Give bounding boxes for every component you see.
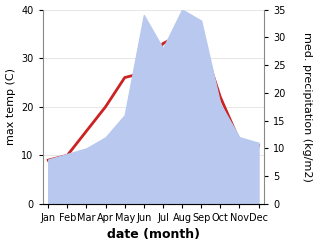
Y-axis label: med. precipitation (kg/m2): med. precipitation (kg/m2) (302, 32, 313, 182)
Y-axis label: max temp (C): max temp (C) (5, 68, 16, 145)
X-axis label: date (month): date (month) (107, 228, 200, 242)
